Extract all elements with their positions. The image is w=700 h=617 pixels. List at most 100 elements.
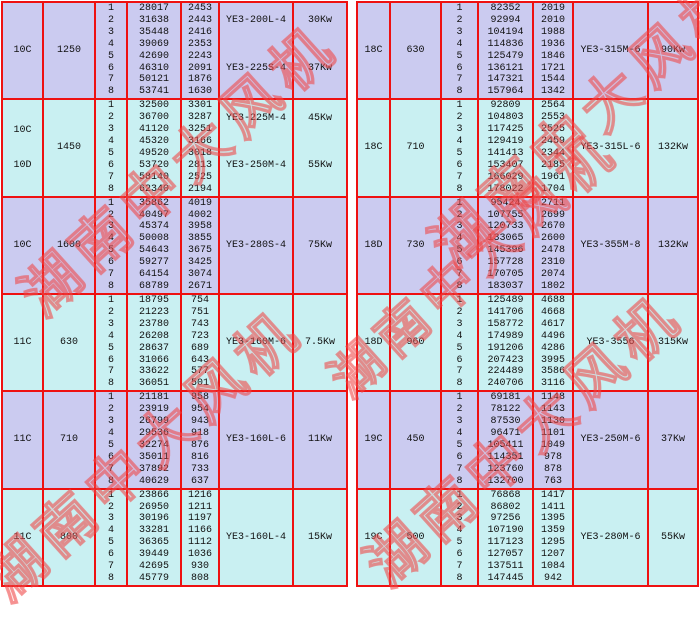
row-number-cell: 6: [456, 159, 463, 171]
value-secondary-cell: 754: [190, 294, 209, 306]
value-secondary-column: 2564 2553 2525 2459 2344 2185 1961 1704: [534, 100, 574, 196]
value-primary-cell: 69181: [490, 392, 521, 404]
value-primary-cell: 36365: [138, 537, 169, 549]
speed-label: 500: [406, 531, 425, 543]
row-number-cell: 8: [107, 378, 114, 390]
value-primary-column: 18795 21223 23780 26208 28637 31066 33622 36051: [128, 294, 182, 391]
motor-model-label: YE3-355M-8: [580, 239, 641, 251]
row-number-cell: 6: [456, 62, 463, 74]
value-primary-cell: 35011: [138, 451, 169, 463]
value-secondary-cell: 954: [190, 404, 209, 416]
row-number-cell: 6: [456, 354, 463, 366]
row-number-cell: 6: [107, 354, 114, 366]
power-cell: 11Kw: [294, 392, 346, 487]
row-number-cell: 3: [107, 416, 114, 428]
power-cell: 30Kw 37Kw: [294, 3, 346, 98]
motor-power-label: 37Kw: [660, 434, 685, 446]
spec-block: 19C 450 1 2 3 4 5 6 7 8 69181 78122 87530 96471 105411…: [358, 392, 697, 490]
value-secondary-cell: 1166: [187, 525, 212, 537]
model-cell: 11C: [3, 392, 44, 488]
value-secondary-cell: 918: [190, 428, 209, 439]
model-label: 11C: [13, 531, 32, 543]
row-number-cell: 6: [456, 257, 463, 269]
value-primary-cell: 166029: [487, 171, 524, 183]
value-primary-cell: 26950: [138, 501, 169, 513]
value-secondary-column: 4688 4668 4617 4496 4286 3995 3586 3116: [534, 294, 574, 391]
row-number-cell: 7: [456, 463, 463, 475]
value-secondary-cell: 1207: [540, 549, 565, 561]
value-primary-cell: 45320: [138, 136, 169, 148]
motor-power-label: 11Kw: [307, 434, 332, 446]
value-secondary-cell: 943: [190, 416, 209, 428]
value-secondary-column: 1417 1411 1395 1359 1295 1207 1084 942: [534, 489, 574, 585]
value-secondary-cell: 1049: [540, 439, 565, 451]
value-secondary-cell: 2453: [187, 2, 212, 14]
row-number-cell: 7: [456, 269, 463, 281]
value-primary-cell: 157728: [487, 257, 524, 269]
value-primary-cell: 45374: [138, 221, 169, 233]
value-primary-cell: 30196: [138, 513, 169, 525]
row-number-cell: 5: [456, 245, 463, 257]
row-number-cell: 1: [107, 100, 114, 112]
value-primary-cell: 41120: [138, 124, 169, 136]
row-number-cell: 8: [456, 183, 463, 195]
motor-power-label: 55Kw: [307, 160, 332, 172]
value-primary-cell: 29536: [138, 428, 169, 439]
value-secondary-cell: 751: [190, 306, 209, 318]
value-secondary-cell: 2243: [187, 50, 212, 62]
spec-table-left: 10C 1250 1 2 3 4 5 6 7 8 28017 31638 35448 39069 42690…: [1, 1, 348, 587]
motor-model-label: YE3-250M-6: [580, 434, 641, 446]
model-label: 10C: [13, 239, 32, 251]
row-number-cell: 7: [107, 561, 114, 573]
value-secondary-cell: 2459: [540, 136, 565, 148]
spec-block: 18C 630 1 2 3 4 5 6 7 8 82352 92994 104194 114836 1254…: [358, 2, 697, 101]
row-number-cell: 8: [456, 573, 463, 584]
value-secondary-cell: 1988: [540, 26, 565, 38]
value-secondary-column: 1216 1211 1197 1166 1112 1036 930 808: [182, 489, 220, 585]
motor-model-label: YE3-3556: [586, 337, 635, 349]
motor-model-label: YE3-315L-6: [580, 142, 641, 154]
value-secondary-cell: 2019: [540, 2, 565, 14]
motor-power-label: 90Kw: [660, 45, 685, 57]
value-secondary-cell: 637: [190, 475, 209, 487]
row-number-cell: 5: [456, 50, 463, 62]
motor-model-label: YE3-225S-4: [225, 63, 286, 75]
row-number-cell: 8: [456, 475, 463, 487]
value-secondary-cell: 878: [543, 463, 562, 475]
value-secondary-column: 1148 1143 1130 1101 1049 978 878 763: [534, 392, 574, 488]
row-number-cell: 5: [107, 342, 114, 354]
value-secondary-cell: 4019: [187, 197, 212, 209]
value-secondary-cell: 876: [190, 439, 209, 451]
value-primary-cell: 174989: [487, 330, 524, 342]
value-secondary-cell: 1112: [187, 537, 212, 549]
motor-power-label: 132Kw: [657, 142, 688, 154]
row-number-cell: 2: [456, 306, 463, 318]
model-cell: 19C: [358, 392, 391, 488]
value-primary-cell: 183037: [487, 281, 524, 293]
motor-cell: YE3-200L-4 YE3-225S-4: [220, 3, 294, 99]
value-secondary-cell: 1846: [540, 50, 565, 62]
value-primary-cell: 117425: [487, 124, 524, 136]
power-cell: 132Kw: [649, 198, 697, 293]
row-number-cell: 5: [107, 50, 114, 62]
value-secondary-cell: 2074: [540, 269, 565, 281]
row-number-cell: 1: [107, 2, 114, 14]
spec-block: 10C 1600 1 2 3 4 5 6 7 8 35862 40497 45374 50008 54643…: [3, 197, 346, 295]
value-secondary-cell: 3425: [187, 257, 212, 269]
value-primary-column: 95424 107755 120733 133065 145396 157728 17070…: [479, 197, 534, 293]
value-secondary-cell: 1704: [540, 183, 565, 195]
value-secondary-cell: 958: [190, 392, 209, 404]
value-primary-cell: 26208: [138, 330, 169, 342]
value-secondary-cell: 1211: [187, 501, 212, 513]
row-number-cell: 6: [107, 451, 114, 463]
motor-cell: YE3-160L-6: [220, 392, 294, 488]
value-primary-cell: 147321: [487, 74, 524, 86]
value-secondary-cell: 930: [190, 561, 209, 573]
value-secondary-column: 4019 4002 3958 3855 3675 3425 3074 2671: [182, 197, 220, 293]
value-primary-cell: 132700: [487, 475, 524, 487]
motor-power-label: 132Kw: [657, 239, 688, 251]
motor-power-label: 75Kw: [307, 239, 332, 251]
value-primary-cell: 21181: [138, 392, 169, 404]
